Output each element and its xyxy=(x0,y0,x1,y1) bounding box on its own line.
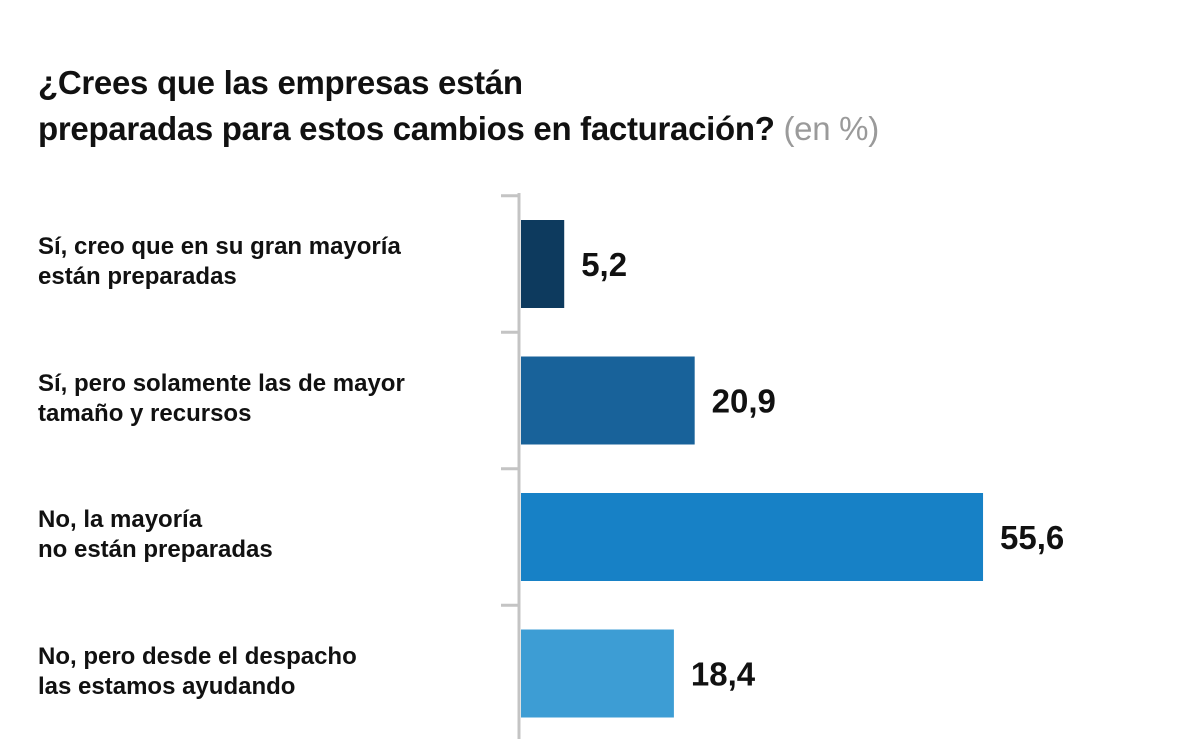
title-line-1: ¿Crees que las empresas están xyxy=(38,64,523,101)
category-label: Sí, creo que en su gran mayoría están pr… xyxy=(38,232,478,292)
category-label-line-1: No, pero desde el despacho xyxy=(38,642,357,670)
value-label: 5,2 xyxy=(581,246,627,283)
category-label-line-1: Sí, pero solamente las de mayor xyxy=(38,369,405,397)
bar xyxy=(521,356,695,445)
category-label-line-1: No, la mayoría xyxy=(38,506,203,533)
category-label: Sí, pero solamente las de mayor tamaño y… xyxy=(38,369,478,429)
bar xyxy=(521,220,565,308)
value-label: 55,6 xyxy=(1000,519,1064,556)
category-label: No, la mayoría no están preparadas xyxy=(38,505,478,565)
chart-title: ¿Crees que las empresas están preparadas… xyxy=(38,60,1158,152)
category-label: No, pero desde el despacho las estamos a… xyxy=(38,642,478,702)
category-label-line-2: tamaño y recursos xyxy=(38,399,252,427)
bar xyxy=(521,629,674,718)
category-label-line-2: las estamos ayudando xyxy=(38,672,296,700)
category-label-line-2: no están preparadas xyxy=(38,536,273,563)
title-line-2: preparadas para estos cambios en factura… xyxy=(38,106,1158,152)
title-unit: (en %) xyxy=(783,110,879,147)
value-label: 18,4 xyxy=(691,656,756,693)
bar xyxy=(521,493,984,581)
category-label-line-1: Sí, creo que en su gran mayoría xyxy=(38,233,401,260)
value-label: 20,9 xyxy=(712,383,776,420)
title-question: preparadas para estos cambios en factura… xyxy=(38,110,775,147)
category-label-line-2: están preparadas xyxy=(38,263,237,290)
